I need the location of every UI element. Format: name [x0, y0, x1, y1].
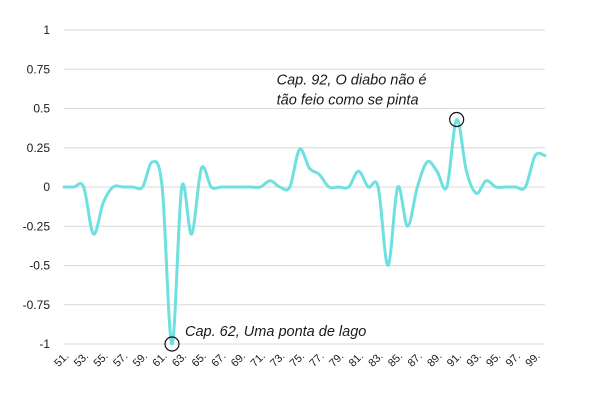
x-tick-label: 71.	[249, 350, 268, 369]
x-tick-label: 91.	[445, 350, 464, 369]
x-tick-label: 53.	[72, 350, 91, 369]
x-tick-label: 89.	[425, 350, 444, 369]
y-tick-label: -1	[39, 337, 50, 351]
x-tick-label: 65.	[190, 350, 209, 369]
x-tick-label: 51.	[52, 350, 71, 369]
series-line	[62, 117, 547, 346]
y-tick-label: -0.25	[23, 219, 51, 233]
y-axis-ticks: 1 0.75 0.5 0.25 0 -0.25 -0.5 -0.75 -1	[23, 23, 51, 351]
x-tick-label: 97.	[504, 350, 523, 369]
x-tick-label: 99.	[523, 350, 542, 369]
x-tick-label: 75.	[288, 350, 307, 369]
annotation-marker	[164, 336, 180, 352]
annotations: Cap. 92, O diabo não é tão feio como se p…	[164, 72, 465, 352]
x-tick-label: 67.	[209, 350, 228, 369]
y-tick-label: -0.5	[29, 259, 50, 273]
x-tick-label: 85.	[386, 350, 405, 369]
y-tick-label: 0	[43, 180, 50, 194]
annotation-text: tão feio como se pinta	[277, 92, 419, 108]
x-tick-label: 73.	[268, 350, 287, 369]
x-tick-label: 59.	[131, 350, 150, 369]
x-tick-label: 87.	[406, 350, 425, 369]
y-tick-label: 0.75	[27, 62, 51, 76]
x-tick-label: 57.	[111, 350, 130, 369]
x-tick-label: 61.	[150, 350, 169, 369]
annotation-text: Cap. 62, Uma ponta de lago	[185, 324, 366, 340]
x-tick-label: 55.	[91, 350, 110, 369]
y-tick-label: -0.75	[23, 298, 51, 312]
x-tick-label: 69.	[229, 350, 248, 369]
x-tick-label: 95.	[484, 350, 503, 369]
y-tick-label: 1	[43, 23, 50, 37]
x-tick-label: 93.	[465, 350, 484, 369]
x-tick-label: 77.	[307, 350, 326, 369]
x-tick-label: 63.	[170, 350, 189, 369]
y-tick-label: 0.25	[27, 141, 51, 155]
y-tick-label: 0.5	[33, 102, 50, 116]
x-axis-ticks: 51. 53. 55. 57. 59. 61. 63. 65. 67. 69. 71. 73. 75. 7…	[52, 350, 542, 369]
annotation-marker	[449, 111, 465, 128]
x-tick-label: 81.	[347, 350, 366, 369]
x-tick-label: 83.	[366, 350, 385, 369]
annotation-text: Cap. 92, O diabo não é	[277, 72, 427, 88]
x-tick-label: 79.	[327, 350, 346, 369]
